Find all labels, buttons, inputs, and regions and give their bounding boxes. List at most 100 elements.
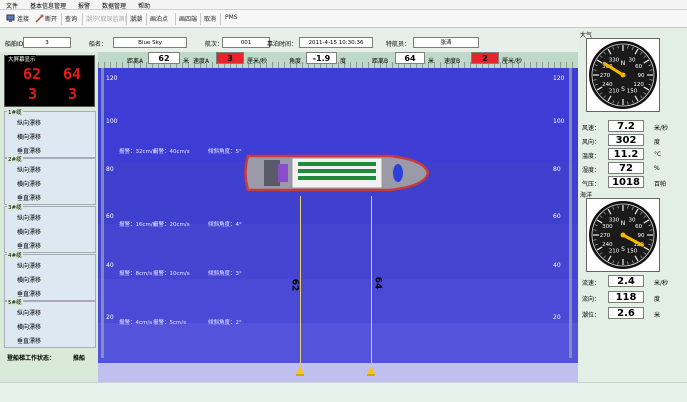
gauge-tick-label: 300 — [602, 224, 613, 230]
mooring-group: 4#缆 纵向漂移 横向漂移 垂直漂移 — [4, 251, 96, 301]
angle-field: -1.9 — [306, 52, 337, 64]
distance-b-field: 64 — [395, 52, 425, 64]
unit-cm-per-sec: 厘米/秒 — [502, 58, 523, 65]
distance-a-field: 62 — [148, 52, 180, 64]
berth-id-field[interactable]: 3 — [23, 37, 71, 48]
mooring-group: 2#缆 纵向漂移 横向漂移 垂直漂移 — [4, 155, 96, 205]
mooring-group-title: 2#缆 — [7, 155, 23, 163]
gauge-north-label: N — [621, 220, 626, 227]
current-dir-label: 流向： — [582, 296, 601, 303]
gauge-south-label: S — [621, 86, 625, 93]
draw-berth-points-button[interactable]: 画泊点 — [150, 16, 169, 23]
disconnect-icon — [35, 14, 44, 23]
drift-item: 纵向漂移 — [17, 120, 42, 127]
gauge-tick-label: 90 — [638, 233, 645, 239]
current-dir-unit: 度 — [654, 296, 661, 303]
scale-label-left: 60 — [106, 213, 114, 220]
disconnect-button[interactable]: 断开 — [45, 16, 58, 23]
ship-name-field[interactable]: Blue Sky — [113, 37, 187, 48]
cancel-button[interactable]: 取消 — [204, 16, 217, 23]
alarm-threshold-label: 报警：4cm/s — [119, 320, 153, 326]
arrival-time-field[interactable]: 2011-4-15 10:30:36 — [299, 37, 373, 48]
vessel-bridge — [264, 160, 280, 186]
connect-button[interactable]: 连接 — [17, 16, 30, 23]
distance-a-label: 距离A — [127, 58, 144, 65]
mooring-group: 5#缆 纵向漂移 横向漂移 垂直漂移 — [4, 298, 96, 348]
gauge-tick-label: 330 — [609, 57, 620, 63]
drift-item: 纵向漂移 — [17, 215, 42, 222]
ship-name-label: 船名： — [89, 41, 108, 48]
gauge-tick-label: 30 — [629, 57, 636, 63]
gauge-south-label: S — [621, 246, 625, 253]
pressure-value: 1018 — [608, 176, 644, 188]
gauge-hub — [620, 72, 626, 78]
buoy-a-icon — [296, 366, 304, 376]
scale-label-left: 20 — [106, 314, 114, 321]
gauge-tick-label: 210 — [609, 249, 620, 255]
humidity-unit: % — [654, 165, 660, 172]
led-value: 64 — [63, 65, 82, 83]
buoy-b-icon — [367, 366, 375, 376]
scale-label-right: 80 — [553, 166, 561, 173]
drift-item: 垂直漂移 — [17, 243, 42, 250]
depth-monitor-button[interactable]: 潮汐(取深监测) — [86, 16, 127, 23]
tide-unit: 米 — [654, 312, 661, 319]
speed-b-field: 2 — [471, 52, 499, 64]
menu-alarm[interactable]: 报警 — [78, 3, 91, 10]
gauge-tick-label: 150 — [627, 89, 638, 95]
ocean-title: 海洋 — [580, 192, 593, 199]
menu-data[interactable]: 数据管理 — [102, 3, 127, 10]
pressure-label: 气压： — [582, 181, 601, 188]
gangway-status-label: 登船梯工作状态： — [7, 355, 56, 362]
drift-item: 横向漂移 — [17, 181, 42, 188]
tide-button[interactable]: 潮潮 — [130, 16, 143, 23]
drift-item: 纵向漂移 — [17, 263, 42, 270]
drift-item: 纵向漂移 — [17, 167, 42, 174]
scale-label-right: 40 — [553, 262, 561, 269]
alarm-threshold-label: 报警：10cm/s — [153, 271, 190, 277]
led-display: 大屏幕显示 62 64 3 3 — [4, 55, 95, 107]
current-speed-value: 2.4 — [608, 275, 644, 287]
speed-b-label: 速度B — [444, 58, 461, 65]
temp-label: 温度： — [582, 153, 601, 160]
pressure-unit: 百帕 — [654, 181, 667, 188]
gauge-needle — [621, 233, 644, 247]
unit-meter: 米 — [428, 58, 435, 65]
weather-title: 大气 — [580, 32, 593, 39]
wind-dir-value: 302 — [608, 134, 644, 146]
voyage-label: 航次： — [205, 41, 224, 48]
alarm-threshold-label: 倾斜角度：4° — [208, 222, 242, 228]
toolbar: 连接 断开 查询 潮汐(取深监测) 潮潮 画泊点 画四端 取消 PMS — [0, 10, 687, 28]
led-title: 大屏幕显示 — [8, 55, 36, 63]
drift-item: 横向漂移 — [17, 324, 42, 331]
pms-button[interactable]: PMS — [225, 14, 238, 21]
led-value: 3 — [68, 85, 78, 103]
voyage-field[interactable]: 001 — [222, 37, 270, 48]
menu-basic-info[interactable]: 基本信息管理 — [30, 3, 67, 10]
vessel-bow-marker — [393, 164, 403, 182]
gauge-tick-label: 240 — [602, 82, 613, 88]
right-scale-bar — [569, 68, 572, 358]
mooring-group: 1#缆 纵向漂移 横向漂移 垂直漂移 — [4, 108, 96, 158]
mooring-group-title: 1#缆 — [7, 108, 23, 116]
gauge-hub — [620, 232, 626, 238]
alarm-threshold-label: 报警：32cm/s — [119, 149, 156, 155]
vessel-cabin — [278, 164, 288, 182]
query-button[interactable]: 查询 — [65, 16, 78, 23]
tide-label: 潮位： — [582, 312, 601, 319]
gauge-needle — [602, 61, 625, 77]
ship-info-bar: 船舶ID： 3 船名： Blue Sky 航次： 001 靠泊时间： 2011-… — [0, 28, 578, 52]
wind-speed-value: 7.2 — [608, 120, 644, 132]
mooring-group-title: 3#缆 — [7, 203, 23, 211]
current-speed-unit: 米/秒 — [654, 280, 669, 287]
wind-dir-unit: 度 — [654, 139, 661, 146]
menu-file[interactable]: 文件 — [6, 3, 19, 10]
distance-b-label: 距离B — [372, 58, 389, 65]
menu-help[interactable]: 帮助 — [138, 3, 151, 10]
gauge-tick-label: 210 — [609, 89, 620, 95]
draw-four-ends-button[interactable]: 画四端 — [179, 16, 198, 23]
left-scale-bar — [101, 68, 104, 358]
alarm-threshold-label: 报警：40cm/s — [153, 149, 190, 155]
pilot-field[interactable]: 张涛 — [413, 37, 479, 48]
